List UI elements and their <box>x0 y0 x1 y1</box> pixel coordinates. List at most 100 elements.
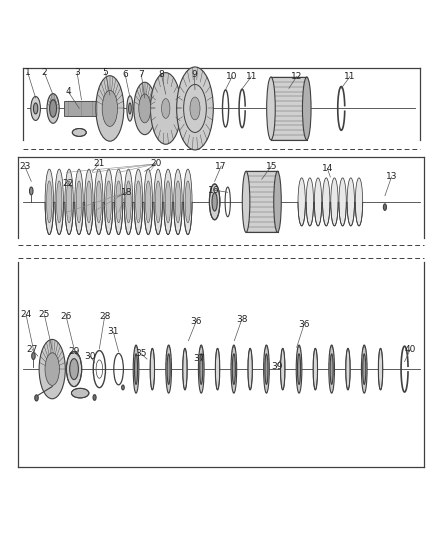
Text: 4: 4 <box>66 87 71 96</box>
Ellipse shape <box>150 72 181 144</box>
Ellipse shape <box>75 169 83 235</box>
Ellipse shape <box>95 169 103 235</box>
Ellipse shape <box>33 103 38 114</box>
Ellipse shape <box>330 354 333 384</box>
Ellipse shape <box>67 352 81 386</box>
Ellipse shape <box>162 99 170 118</box>
Ellipse shape <box>167 354 170 384</box>
Ellipse shape <box>39 340 65 399</box>
Text: 12: 12 <box>291 72 302 81</box>
Text: 13: 13 <box>386 173 397 182</box>
Text: 24: 24 <box>21 310 32 319</box>
Text: 18: 18 <box>121 188 132 197</box>
Text: 36: 36 <box>191 317 202 326</box>
Text: 1: 1 <box>25 68 31 77</box>
Text: 29: 29 <box>68 347 80 356</box>
Ellipse shape <box>124 169 133 235</box>
Ellipse shape <box>122 385 124 390</box>
Ellipse shape <box>57 181 62 223</box>
Text: 37: 37 <box>194 354 205 362</box>
Ellipse shape <box>175 181 181 223</box>
Text: 17: 17 <box>215 161 227 171</box>
Ellipse shape <box>67 181 72 223</box>
Ellipse shape <box>198 345 204 393</box>
Ellipse shape <box>378 349 383 390</box>
Ellipse shape <box>134 169 143 235</box>
Ellipse shape <box>154 169 162 235</box>
Ellipse shape <box>134 354 138 384</box>
Ellipse shape <box>363 354 366 384</box>
Ellipse shape <box>71 389 89 398</box>
Ellipse shape <box>174 169 182 235</box>
Ellipse shape <box>46 181 52 223</box>
Ellipse shape <box>102 91 117 126</box>
Ellipse shape <box>126 181 131 223</box>
Ellipse shape <box>314 178 322 226</box>
Ellipse shape <box>296 345 302 393</box>
Ellipse shape <box>155 181 161 223</box>
Text: 9: 9 <box>191 70 197 79</box>
Ellipse shape <box>49 100 57 117</box>
Ellipse shape <box>106 181 111 223</box>
Text: 39: 39 <box>271 362 283 372</box>
Ellipse shape <box>31 96 40 120</box>
Ellipse shape <box>185 181 191 223</box>
Ellipse shape <box>76 181 82 223</box>
Text: 31: 31 <box>108 327 119 336</box>
Ellipse shape <box>264 345 269 393</box>
Ellipse shape <box>55 169 64 235</box>
Text: 5: 5 <box>102 68 108 77</box>
Ellipse shape <box>329 345 335 393</box>
Ellipse shape <box>231 345 237 393</box>
Ellipse shape <box>72 128 86 136</box>
Text: 11: 11 <box>344 72 356 81</box>
Text: 21: 21 <box>93 159 105 168</box>
Ellipse shape <box>93 394 96 400</box>
Ellipse shape <box>165 181 171 223</box>
Ellipse shape <box>47 94 59 123</box>
Ellipse shape <box>164 169 172 235</box>
Ellipse shape <box>35 395 38 401</box>
Text: 7: 7 <box>138 70 144 79</box>
Ellipse shape <box>200 354 203 384</box>
Ellipse shape <box>134 82 155 135</box>
Ellipse shape <box>313 349 318 390</box>
Ellipse shape <box>129 103 131 114</box>
Ellipse shape <box>346 349 350 390</box>
Ellipse shape <box>383 204 386 211</box>
Text: 38: 38 <box>236 315 247 324</box>
Text: 15: 15 <box>265 161 277 171</box>
Text: 8: 8 <box>159 70 164 79</box>
Ellipse shape <box>136 181 141 223</box>
Ellipse shape <box>116 181 121 223</box>
Ellipse shape <box>242 171 250 232</box>
Ellipse shape <box>212 193 217 211</box>
Ellipse shape <box>177 67 213 150</box>
Ellipse shape <box>209 184 220 220</box>
Text: 30: 30 <box>85 351 96 360</box>
Ellipse shape <box>322 178 330 226</box>
Text: 28: 28 <box>99 312 110 321</box>
Ellipse shape <box>139 94 151 123</box>
Ellipse shape <box>331 178 338 226</box>
Ellipse shape <box>45 169 53 235</box>
Ellipse shape <box>85 169 93 235</box>
Ellipse shape <box>303 77 311 140</box>
Text: 14: 14 <box>321 164 333 173</box>
Ellipse shape <box>29 187 33 195</box>
Text: 10: 10 <box>226 72 238 81</box>
Ellipse shape <box>267 77 275 140</box>
Text: 3: 3 <box>74 68 80 77</box>
Ellipse shape <box>105 169 113 235</box>
Ellipse shape <box>265 354 268 384</box>
Ellipse shape <box>361 345 367 393</box>
Ellipse shape <box>347 178 354 226</box>
Polygon shape <box>64 101 99 116</box>
Ellipse shape <box>96 76 124 141</box>
Ellipse shape <box>133 345 139 393</box>
Ellipse shape <box>248 349 252 390</box>
Ellipse shape <box>114 169 123 235</box>
Ellipse shape <box>215 349 220 390</box>
Ellipse shape <box>183 349 187 390</box>
Ellipse shape <box>144 169 152 235</box>
